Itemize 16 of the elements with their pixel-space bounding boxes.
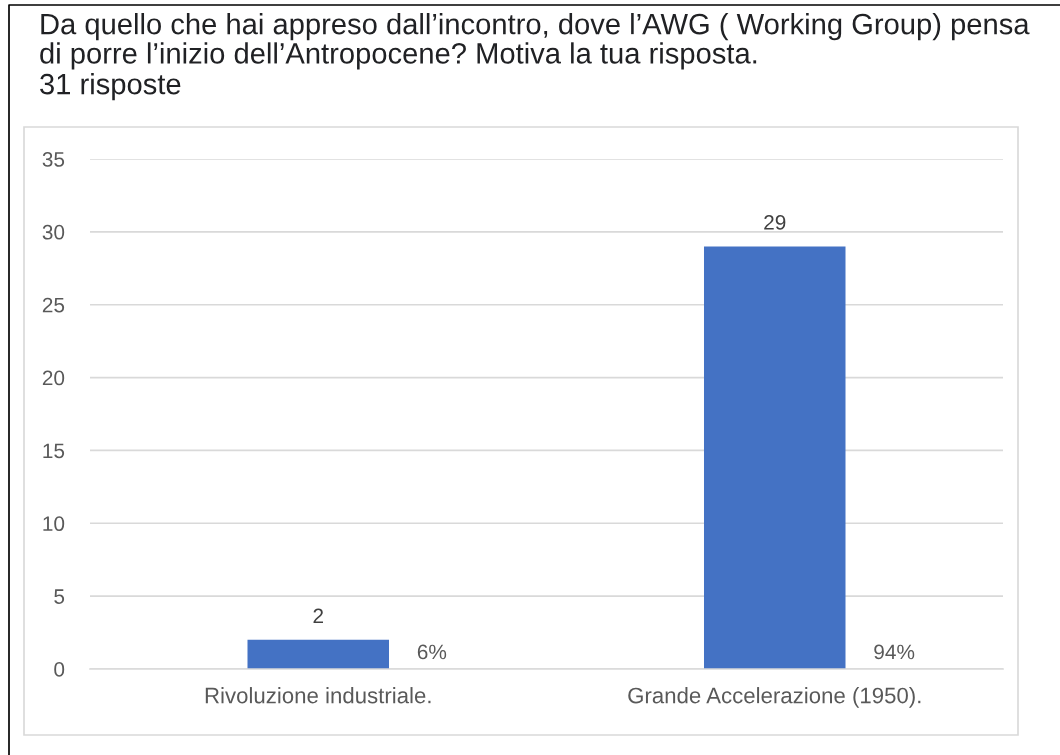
data-label: 29 (764, 215, 786, 230)
annotation: 94% (874, 644, 915, 660)
chart-title: Da quello che hai appreso dall’incontro, dove l’AWG ( Working Group) pensa di porre l’inizio dell’Antropocene? Motiva la tua risposta. (40, 13, 1030, 70)
y-tick-label: 5 (54, 589, 65, 604)
y-tick-label: 35 (42, 152, 65, 167)
y-tick-label: 25 (42, 297, 65, 313)
y-tick-label: 30 (42, 224, 65, 240)
annotation: 6% (417, 644, 447, 660)
y-tick-label: 20 (42, 370, 65, 386)
y-tick-label: 0 (54, 662, 65, 677)
chart-subtitle: 31 risposte (40, 73, 181, 101)
y-tick-label: 15 (43, 443, 65, 459)
y-tick-label: 10 (43, 516, 65, 532)
data-label: 2 (313, 608, 323, 624)
x-tick-label: Grande Accelerazione (1950). (628, 687, 921, 708)
x-tick-label: Rivoluzione industriale. (205, 687, 431, 704)
